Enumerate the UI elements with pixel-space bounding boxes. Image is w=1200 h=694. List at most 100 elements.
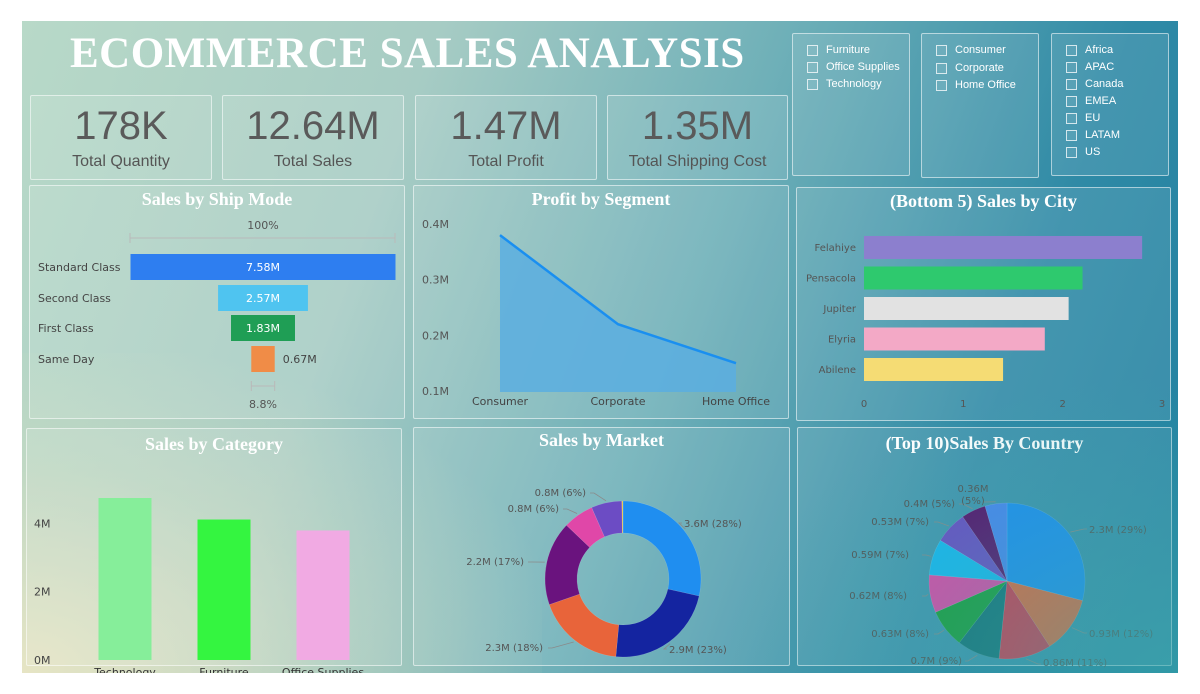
pie-data-label: 0.7M (9%): [911, 656, 962, 667]
x-tick-label: Office Supplies: [282, 666, 364, 673]
y-tick-label: 0.3M: [422, 274, 449, 287]
kpi-label: Total Sales: [273, 153, 353, 170]
slicer-option-furniture[interactable]: Furniture: [807, 42, 870, 58]
checkbox[interactable]: [1066, 44, 1077, 56]
checkbox[interactable]: [807, 44, 818, 56]
slicer-market: Africa APAC Canada EMEA EU LATAM US: [1051, 33, 1169, 176]
bar: [864, 327, 1045, 351]
funnel-chart: 100% Standard Class 7.58M Second Class 2.57M…: [38, 219, 396, 411]
slicer-option-technology[interactable]: Technology: [807, 76, 882, 92]
slicer-option-label: US: [1085, 146, 1101, 158]
pie-data-label: 0.53M (7%): [871, 517, 929, 528]
pie-leader-line: [965, 654, 978, 662]
x-tick-label: 2: [1059, 399, 1065, 410]
slicer-option-label: Home Office: [955, 79, 1016, 91]
visual-sales-by-ship-mode[interactable]: Sales by Ship Mode 100% Standard Class 7.5…: [29, 185, 405, 419]
funnel-data-label: 2.57M: [246, 292, 280, 305]
checkbox[interactable]: [1066, 95, 1077, 107]
kpi-label: Total Quantity: [72, 153, 170, 170]
checkbox[interactable]: [1066, 78, 1077, 90]
bar: [864, 297, 1069, 320]
slicer-option-office-supplies[interactable]: Office Supplies: [807, 59, 900, 75]
visual-sales-by-category[interactable]: Sales by Category 0M 2M 4M Technology Furnit…: [26, 428, 402, 673]
pie-slice: [622, 500, 702, 597]
visual-bottom5-sales-by-city[interactable]: (Bottom 5) Sales by City Felahiye Pensaco…: [796, 187, 1171, 421]
pie-data-label: 2.9M (23%): [669, 645, 727, 656]
pie-leader-line: [1025, 658, 1041, 665]
funnel-bar: [130, 254, 396, 280]
slicer-option-africa[interactable]: Africa: [1066, 42, 1113, 58]
pie-leader-line: [1070, 528, 1087, 533]
slicer-option-label: EU: [1085, 112, 1101, 124]
area-line: [499, 234, 737, 365]
funnel-data-label: 0.67M: [283, 353, 317, 366]
pie-data-label: 3.6M (28%): [684, 519, 742, 530]
dashboard-canvas: ECOMMERCE SALES ANALYSIS 178K Total Quan…: [22, 21, 1178, 673]
slicer-option-us[interactable]: US: [1066, 144, 1100, 160]
visual-top10-sales-by-country[interactable]: (Top 10)Sales By Country 2.3M (29%) 0.93M…: [797, 427, 1172, 669]
visual-profit-by-segment[interactable]: Profit by Segment 0.1M 0.2M 0.3M 0.4M Consum…: [413, 185, 789, 419]
slicer-option-home-office[interactable]: Home Office: [936, 77, 1016, 93]
y-category-label: Jupiter: [822, 304, 856, 315]
visual-title: Sales by Market: [539, 430, 664, 450]
slicer-option-label: Consumer: [955, 44, 1006, 56]
pie-chart: 2.3M (29%) 0.93M (12%) 0.86M (11%) 0.7M (9%…: [849, 484, 1153, 669]
checkbox[interactable]: [936, 79, 947, 91]
area-chart: 0.1M 0.2M 0.3M 0.4M Consumer Corporate Home Of…: [422, 218, 770, 408]
pie-data-label: 0.93M (12%): [1089, 629, 1153, 640]
funnel-category-label: Same Day: [38, 353, 95, 366]
slicer-option-corporate[interactable]: Corporate: [936, 60, 1004, 76]
pie-leader-line: [934, 521, 950, 527]
slicer-option-label: EMEA: [1085, 95, 1117, 107]
slicer-option-eu[interactable]: EU: [1066, 110, 1100, 126]
column-chart: 0M 2M 4M Technology Furniture Office Supplies: [34, 498, 364, 673]
y-tick-label: 0.1M: [422, 385, 449, 398]
pie-data-label: 0.86M (11%): [1043, 658, 1107, 669]
pie-slice: [984, 502, 1008, 582]
visual-title: (Top 10)Sales By Country: [885, 433, 1084, 453]
pie-slice: [958, 580, 1008, 659]
pie-data-label: 2.3M (18%): [485, 643, 543, 654]
checkbox[interactable]: [1066, 112, 1077, 124]
x-tick-label: Home Office: [702, 395, 770, 408]
pie-slice: [544, 524, 591, 605]
visual-title: (Bottom 5) Sales by City: [890, 191, 1077, 211]
visual-sales-by-market[interactable]: Sales by Market 3.6M (28%) 2.9M (23%) 2.3M…: [413, 427, 790, 666]
horizontal-bar-chart: Felahiye Pensacola Jupiter Elyria Abilene 0 1 2…: [806, 236, 1165, 410]
checkbox[interactable]: [807, 78, 818, 90]
checkbox[interactable]: [807, 61, 818, 73]
slicer-option-label: LATAM: [1085, 129, 1121, 141]
kpi-label: Total Profit: [468, 153, 544, 170]
kpi-label: Total Shipping Cost: [628, 153, 767, 170]
slicer-option-emea[interactable]: EMEA: [1066, 93, 1116, 109]
pie-slice: [935, 580, 1008, 644]
pie-data-label: 2.2M (17%): [466, 557, 524, 568]
x-tick-label: 3: [1159, 399, 1165, 410]
y-tick-label: 2M: [34, 586, 51, 599]
checkbox[interactable]: [1066, 129, 1077, 141]
slicer-option-latam[interactable]: LATAM: [1066, 127, 1120, 143]
checkbox[interactable]: [1066, 146, 1077, 158]
pie-data-label: 0.63M (8%): [871, 629, 929, 640]
kpi-value: 1.35M: [641, 104, 754, 148]
y-tick-label: 0.4M: [422, 218, 449, 231]
y-category-label: Pensacola: [806, 274, 856, 285]
pie-leader-line: [677, 522, 686, 530]
slicer-option-label: Africa: [1085, 44, 1114, 56]
bar: [864, 236, 1143, 259]
checkbox[interactable]: [936, 44, 947, 56]
x-tick-label: 0: [861, 399, 867, 410]
y-category-label: Elyria: [828, 335, 856, 346]
funnel-category-label: Standard Class: [38, 261, 121, 274]
x-tick-label: Technology: [93, 666, 156, 673]
pie-leader-line: [922, 593, 929, 597]
column-bar: [296, 530, 350, 660]
pie-data-label: 0.8M (6%): [508, 504, 559, 515]
x-tick-label: Corporate: [591, 395, 646, 408]
slicer-option-apac[interactable]: APAC: [1066, 59, 1114, 75]
slicer-option-consumer[interactable]: Consumer: [936, 42, 1006, 58]
slicer-option-canada[interactable]: Canada: [1066, 76, 1124, 92]
checkbox[interactable]: [936, 62, 947, 74]
y-tick-label: 4M: [34, 517, 51, 530]
checkbox[interactable]: [1066, 61, 1077, 73]
